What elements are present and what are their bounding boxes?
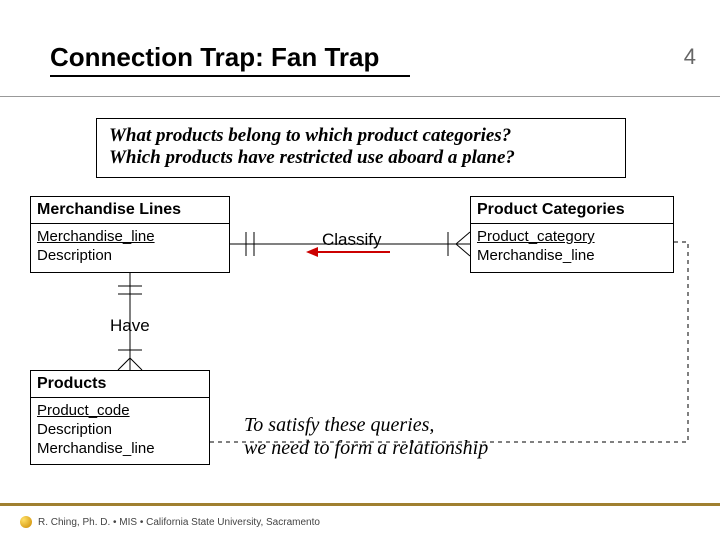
rel-label-classify: Classify <box>322 230 382 250</box>
slide-canvas: Connection Trap: Fan Trap 4 What product… <box>0 0 720 540</box>
header-divider <box>0 96 720 97</box>
crow-foot <box>456 232 470 244</box>
attr: Product_code <box>37 402 130 419</box>
question-box: What products belong to which product ca… <box>96 118 626 178</box>
attr: Merchandise_line <box>477 247 595 264</box>
entity-attrs: Product_category Merchandise_line <box>471 224 673 272</box>
attr: Product_category <box>477 228 595 245</box>
entity-merchandise-lines: Merchandise Lines Merchandise_line Descr… <box>30 196 230 273</box>
note-line: we need to form a relationship <box>244 437 488 460</box>
seal-icon <box>20 516 32 528</box>
attr: Description <box>37 421 112 438</box>
entity-title: Product Categories <box>471 197 673 224</box>
crow-foot <box>456 244 470 256</box>
title-underline <box>50 75 410 77</box>
note-line: To satisfy these queries, <box>244 414 488 437</box>
crow-foot <box>118 358 130 370</box>
page-number: 4 <box>684 44 696 70</box>
slide-title-block: Connection Trap: Fan Trap <box>50 42 410 77</box>
rel-label-have: Have <box>110 316 150 336</box>
entity-title: Products <box>31 371 209 398</box>
direction-arrowhead <box>306 247 318 257</box>
note-block: To satisfy these queries, we need to for… <box>244 414 488 460</box>
entity-attrs: Merchandise_line Description <box>31 224 229 272</box>
question-line-2: Which products have restricted use aboar… <box>109 147 613 169</box>
crow-foot <box>130 358 142 370</box>
slide-title: Connection Trap: Fan Trap <box>50 42 410 73</box>
footer-text: R. Ching, Ph. D. • MIS • California Stat… <box>38 517 320 528</box>
attr: Description <box>37 247 112 264</box>
attr: Merchandise_line <box>37 228 155 245</box>
footer-bar <box>0 503 720 506</box>
entity-title: Merchandise Lines <box>31 197 229 224</box>
footer: R. Ching, Ph. D. • MIS • California Stat… <box>20 516 320 528</box>
entity-attrs: Product_code Description Merchandise_lin… <box>31 398 209 464</box>
attr: Merchandise_line <box>37 440 155 457</box>
entity-product-categories: Product Categories Product_category Merc… <box>470 196 674 273</box>
question-line-1: What products belong to which product ca… <box>109 125 613 147</box>
entity-products: Products Product_code Description Mercha… <box>30 370 210 465</box>
